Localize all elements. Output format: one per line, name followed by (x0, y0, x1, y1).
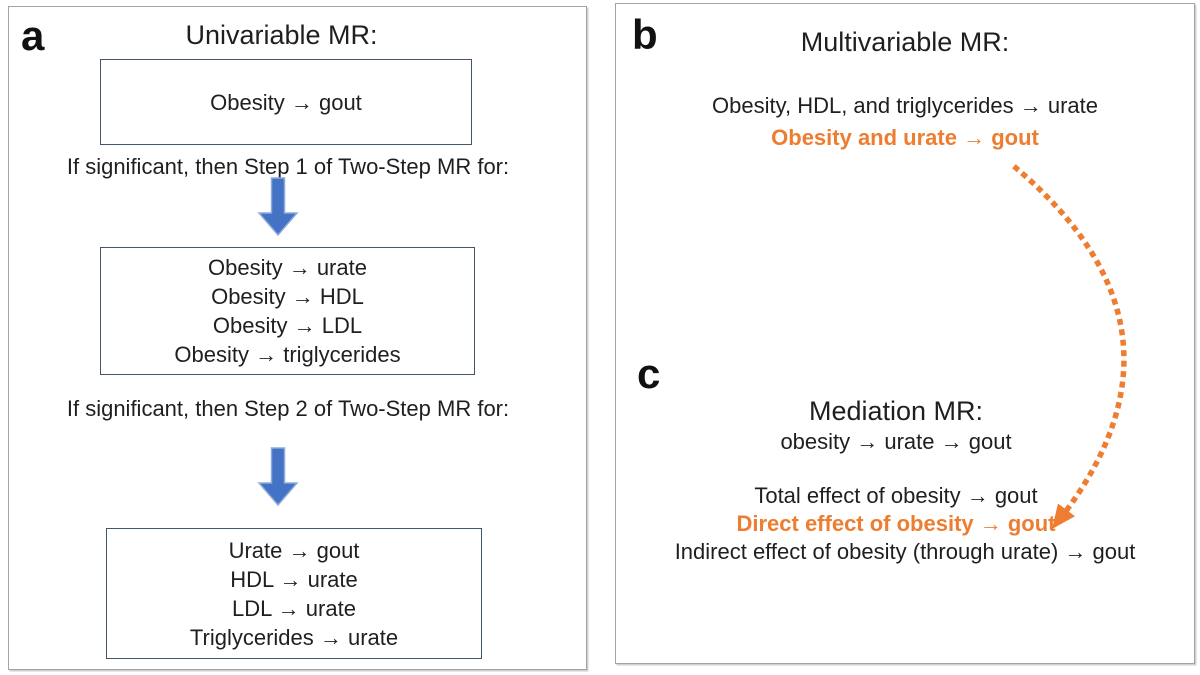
direct-effect-line: Direct effect of obesity → gout (736, 511, 1056, 536)
box-line: Obesity → LDL (212, 313, 363, 338)
box-line: Obesity → urate (208, 255, 367, 280)
panel-a-title: Univariable MR: (185, 20, 378, 50)
box-line: Obesity → triglycerides (174, 342, 401, 367)
multivariable-line-1: Obesity, HDL, and triglycerides → urate (712, 93, 1098, 118)
box-line: LDL → urate (232, 595, 356, 621)
panel-b-label: b (632, 11, 658, 58)
box-line: Triglycerides → urate (189, 624, 399, 650)
panel-a: a Univariable MR: Obesity → gout If sign… (8, 6, 587, 670)
two-step-step1-box: Obesity → urate Obesity → HDL Obesity → … (100, 247, 475, 375)
mediation-pathway: obesity → urate → gout (780, 429, 1012, 454)
panel-b-title: Multivariable MR: (800, 27, 1010, 57)
indirect-effect-line: Indirect effect of obesity (through urat… (674, 539, 1136, 564)
multivariable-line-2: Obesity and urate → gout (771, 125, 1039, 150)
box-line: Urate → gout (228, 537, 360, 563)
panel-c-label: c (637, 350, 661, 397)
univariable-box: Obesity → gout (100, 59, 472, 145)
step2-caption: If significant, then Step 2 of Two-Step … (66, 396, 510, 421)
box-line: HDL → urate (230, 566, 358, 592)
panel-b: b Multivariable MR: Obesity, HDL, and tr… (615, 3, 1195, 664)
panel-a-label: a (21, 12, 45, 59)
total-effect-line: Total effect of obesity → gout (754, 483, 1038, 508)
panel-c-title: Mediation MR: (808, 396, 984, 426)
box-line: Obesity → HDL (211, 284, 364, 309)
step1-caption: If significant, then Step 1 of Two-Step … (66, 154, 510, 179)
two-step-step2-box: Urate → gout HDL → urate LDL → urate Tri… (106, 528, 482, 659)
box-line: Obesity → gout (210, 89, 362, 115)
